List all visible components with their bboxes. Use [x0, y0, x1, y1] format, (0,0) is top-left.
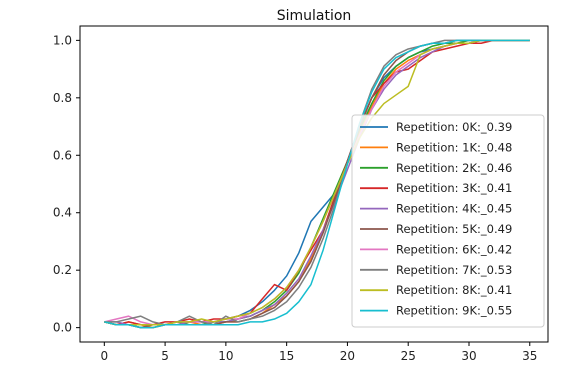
legend: Repetition: 0K:_0.39 Repetition: 1K:_0.48… [351, 114, 545, 328]
series-line-9 [104, 39, 530, 329]
y-tick-label: 0.0 [53, 321, 72, 335]
x-tick-label: 0 [100, 349, 108, 363]
x-tick-label: 35 [522, 349, 537, 363]
y-tick-label: 1.0 [53, 33, 72, 47]
y-tick-label: 0.2 [53, 263, 72, 277]
legend-entry: Repetition: 9K:_0.55 [396, 304, 512, 318]
y-tick-label: 0.8 [53, 91, 72, 105]
legend-entry: Repetition: 4K:_0.45 [396, 202, 512, 216]
legend-entry: Repetition: 3K:_0.41 [396, 181, 512, 195]
legend-entry: Repetition: 2K:_0.46 [396, 161, 512, 175]
chart-title: Simulation [277, 8, 352, 24]
axes: 0 5 10 15 20 25 30 35 0.0 0.2 0.4 0.6 0.8 1.0 [53, 25, 549, 363]
y-tick-label: 0.4 [53, 206, 72, 220]
y-tick-label: 0.6 [53, 148, 72, 162]
x-tick-label: 10 [218, 349, 233, 363]
plot-frame [79, 25, 549, 343]
x-tick-label: 30 [461, 349, 476, 363]
series-line-8 [104, 39, 530, 326]
legend-entry: Repetition: 5K:_0.49 [396, 222, 512, 236]
x-tick-label: 5 [161, 349, 169, 363]
legend-entry: Repetition: 8K:_0.41 [396, 283, 512, 297]
x-tick-label: 20 [340, 349, 355, 363]
legend-entry: Repetition: 1K:_0.48 [396, 140, 512, 154]
legend-entry: Repetition: 7K:_0.53 [396, 263, 512, 277]
legend-entry: Repetition: 6K:_0.42 [396, 242, 512, 256]
legend-box [351, 114, 545, 328]
x-tick-label: 25 [401, 349, 416, 363]
plot-area [104, 39, 530, 329]
x-tick-label: 15 [279, 349, 294, 363]
legend-entry: Repetition: 0K:_0.39 [396, 120, 512, 134]
